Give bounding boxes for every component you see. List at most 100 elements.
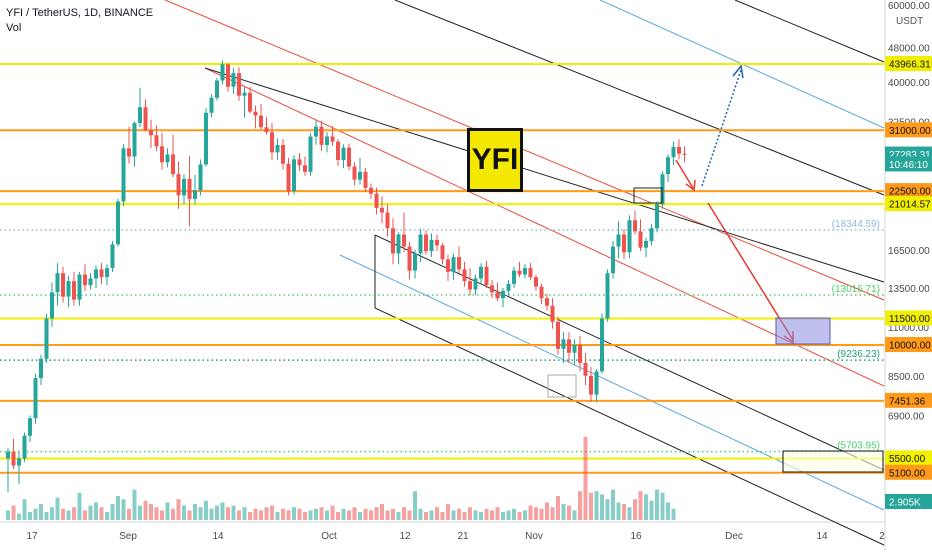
breakout-box [633, 187, 663, 204]
price-tag-bg [885, 56, 932, 71]
volume-bar [495, 507, 500, 520]
candle-body [61, 273, 65, 297]
channel-line [394, 0, 885, 196]
candle-body [578, 345, 582, 363]
candle-body [506, 283, 511, 291]
candle-body [182, 178, 186, 196]
volume-bar [600, 494, 604, 520]
price-tag-label: 10000.00 [889, 341, 931, 352]
time-tick-label: Nov [525, 531, 543, 542]
volume-bar [116, 496, 120, 520]
volume-label: Vol [6, 22, 22, 34]
price-tag-label: 43966.31 [889, 60, 931, 71]
candle-body [226, 64, 230, 87]
volume-bar [572, 510, 577, 520]
volume-bar [622, 504, 626, 520]
volume-bar [484, 508, 489, 520]
volume-bar [220, 502, 225, 520]
volume-bar [407, 510, 412, 520]
candle-body [435, 239, 439, 246]
candle-body [72, 281, 76, 300]
dotted-level-label: (13016.71) [832, 284, 880, 295]
candle-body [341, 147, 346, 161]
volume-bar [253, 508, 258, 520]
candle-body [83, 274, 87, 286]
volume-bar [28, 512, 32, 520]
candle-body [253, 111, 258, 116]
candle-body [418, 234, 423, 254]
time-tick-label: Dec [725, 531, 743, 542]
candle-body [110, 244, 115, 269]
volume-bar [143, 500, 148, 520]
candle-body [539, 286, 544, 299]
volume-bar [517, 512, 522, 520]
price-tag-label: 22500.00 [889, 187, 931, 198]
volume-bar [22, 499, 27, 520]
candle-body [633, 220, 637, 232]
volume-bar [671, 508, 676, 520]
candle-body [627, 220, 632, 253]
volume-bar [66, 510, 71, 520]
volume-bar [154, 507, 159, 520]
dotted-level-label: (18344.59) [832, 219, 880, 230]
price-tag-label: 5100.00 [889, 468, 926, 479]
candle-body [473, 278, 478, 290]
support-box [782, 450, 884, 473]
bottom-box [547, 374, 577, 398]
candle-body [385, 212, 390, 229]
candle-body [363, 171, 368, 188]
volume-bar [391, 508, 395, 520]
candle-body [440, 245, 445, 260]
dotted-level-label: (5703.95) [837, 441, 880, 452]
volume-bar [523, 510, 527, 520]
candle-body [165, 154, 170, 163]
volume-bar [237, 510, 241, 520]
volume-bar [451, 510, 456, 520]
candle-body [369, 187, 373, 194]
candle-body [655, 204, 659, 229]
candle-body [22, 435, 27, 459]
volume-bar [193, 504, 197, 520]
volume-bar [127, 508, 131, 520]
candle-body [286, 163, 291, 192]
symbol-title: YFI / TetherUS, 1D, BINANCE [6, 7, 154, 19]
candle-body [446, 259, 450, 272]
volume-bar [88, 505, 93, 520]
volume-bar [330, 505, 335, 520]
volume-bar [308, 510, 313, 520]
volume-bar [264, 507, 269, 520]
volume-bar [473, 510, 478, 520]
candle-body [154, 135, 159, 147]
candle-body [583, 362, 588, 376]
volume-bar [539, 508, 544, 520]
volume-bar [561, 504, 566, 520]
candle-body [501, 290, 505, 299]
candle-body [149, 130, 153, 136]
candle-body [50, 292, 54, 319]
candle-body [66, 281, 71, 297]
candle-body [94, 269, 98, 279]
candle-body [671, 146, 676, 158]
chart-header: YFI / TetherUS, 1D, BINANCE Vol [6, 6, 153, 36]
volume-bar [303, 512, 307, 520]
volume-bar [6, 510, 10, 520]
candle-body [193, 190, 197, 199]
dotted-level-label: (9236.23) [837, 349, 880, 360]
time-tick-label: Sep [119, 531, 137, 542]
volume-bar [121, 499, 126, 520]
candle-body [336, 141, 340, 161]
candle-body [105, 268, 109, 278]
candle-body [561, 339, 566, 349]
currency-label: USDT [896, 16, 924, 27]
channel-line [374, 307, 885, 546]
projection-arrow-up-head [732, 64, 744, 79]
volume-bar [149, 504, 153, 520]
candle-body [374, 193, 379, 208]
volume-bar [138, 505, 142, 520]
candle-body [132, 123, 137, 157]
volume-bar [413, 491, 417, 520]
target-box [775, 317, 831, 345]
volume-bar [363, 508, 368, 520]
